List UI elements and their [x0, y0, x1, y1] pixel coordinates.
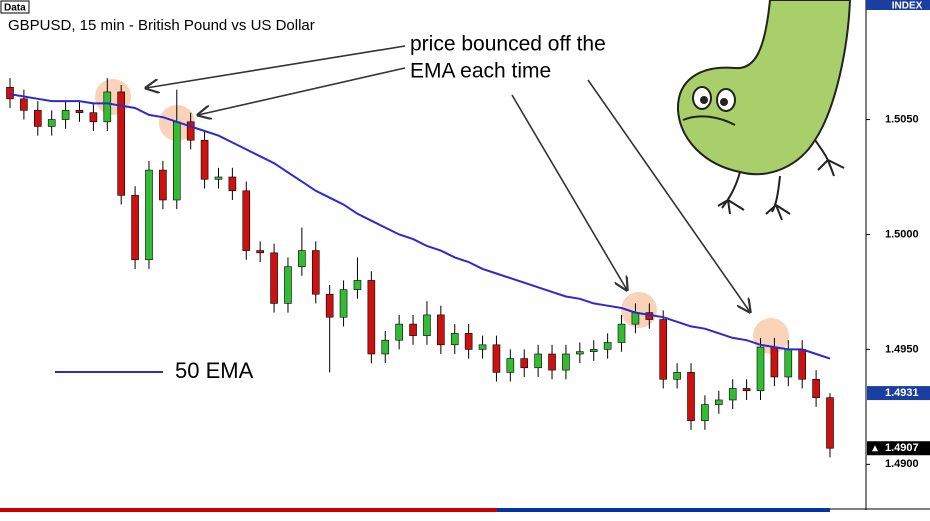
creature-pupil — [720, 98, 728, 106]
candle-body — [145, 169, 153, 261]
candle-body — [242, 190, 251, 251]
creature-leg — [765, 175, 791, 221]
price-tag-label: 1.4907 — [885, 442, 919, 454]
candle-body — [228, 176, 237, 192]
price-tag-marker — [872, 445, 878, 452]
candle-body — [20, 98, 28, 111]
candle-body — [353, 280, 362, 290]
candle-body — [673, 372, 681, 380]
legend-label: 50 EMA — [175, 358, 254, 383]
candle-body — [325, 293, 334, 318]
candle-body — [339, 289, 348, 318]
candle-body — [687, 372, 695, 421]
candle-body — [784, 349, 793, 378]
candle-body — [812, 378, 820, 398]
cartoon-creature — [676, 0, 852, 221]
candle-body — [437, 314, 445, 346]
candle-body — [562, 353, 570, 371]
creature-leg — [717, 171, 745, 215]
candle-body — [270, 252, 278, 304]
candle-body — [492, 344, 501, 373]
candle-body — [534, 353, 542, 369]
candle-body — [214, 176, 223, 180]
creature-pupil — [700, 96, 708, 104]
candle-body — [131, 195, 139, 261]
candle-body — [701, 404, 709, 421]
candle-body — [172, 121, 181, 201]
candle-body — [756, 346, 765, 392]
candle-body — [631, 312, 640, 325]
candle-body — [423, 314, 431, 336]
candle-body — [75, 110, 84, 113]
arrows — [146, 45, 750, 312]
candle-body — [715, 399, 723, 405]
candle-body — [464, 333, 473, 350]
y-tick-label: 1.4900 — [885, 458, 919, 470]
candle-body — [61, 110, 70, 120]
arrow — [511, 94, 627, 290]
candle-body — [311, 250, 320, 295]
price-tag-label: 1.4931 — [885, 387, 919, 399]
annotation: price bounced off the — [410, 33, 606, 56]
candle-body — [798, 349, 807, 380]
candle-body — [506, 358, 515, 373]
axis-label: INDEX — [892, 1, 923, 12]
chart-title: GBPUSD, 15 min - British Pound vs US Dol… — [8, 17, 315, 34]
creature-mouth — [682, 115, 736, 126]
candle-body — [6, 87, 14, 100]
y-tick-label: 1.5050 — [885, 113, 919, 125]
price-tag — [867, 441, 930, 456]
arrow — [146, 45, 406, 88]
candle-body — [298, 250, 306, 267]
candle-body — [256, 250, 264, 254]
candle-body — [478, 344, 487, 350]
price-tag — [867, 386, 930, 401]
bounce-circle — [95, 79, 131, 115]
candle-body — [659, 319, 668, 380]
candle-body — [395, 323, 403, 341]
candle-body — [200, 139, 209, 180]
candle-body — [381, 339, 390, 355]
arrow — [587, 79, 750, 312]
candle-body — [770, 346, 779, 378]
ema-line — [9, 93, 831, 360]
candle-body — [576, 351, 584, 355]
candle-body — [284, 266, 292, 304]
candle-body — [47, 119, 56, 127]
candle-body — [450, 333, 459, 346]
y-tick-label: 1.5000 — [885, 228, 919, 240]
candle-body — [742, 388, 751, 392]
candle-body — [520, 358, 529, 369]
session-strip — [497, 508, 830, 512]
creature-body — [676, 0, 852, 176]
y-tick-label: 1.4950 — [885, 343, 919, 355]
candle-body — [589, 349, 598, 352]
candle-body — [826, 397, 834, 449]
creature-arm — [814, 139, 845, 177]
candle-body — [617, 323, 626, 343]
candle-body — [409, 323, 417, 336]
session-strip — [0, 508, 497, 512]
candle-body — [103, 91, 112, 123]
corner-box — [0, 0, 30, 14]
candle-body — [548, 353, 556, 371]
candle-body — [159, 169, 167, 201]
candle-body — [728, 388, 737, 401]
arrow — [198, 67, 406, 115]
index-box — [866, 0, 930, 10]
corner-label: Data — [4, 3, 26, 14]
candle-body — [117, 91, 125, 196]
candle-body — [33, 110, 42, 127]
candle-body — [603, 342, 612, 350]
candle-body — [367, 280, 376, 355]
plot-area — [6, 78, 834, 458]
candle-body — [89, 112, 98, 123]
annotation: EMA each time — [410, 60, 551, 83]
candle-body — [186, 121, 195, 141]
